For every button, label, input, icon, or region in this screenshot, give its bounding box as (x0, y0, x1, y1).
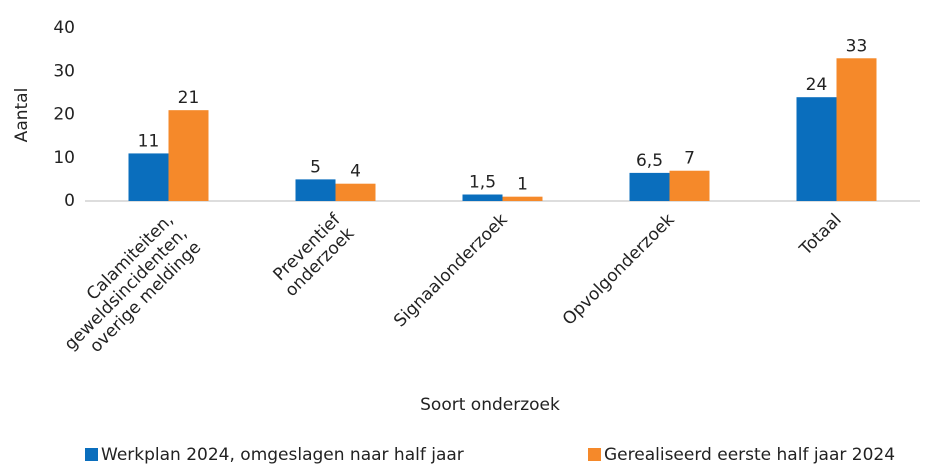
bar (669, 170, 710, 201)
y-tick-label: 30 (53, 61, 75, 81)
bar (335, 183, 376, 201)
value-label: 7 (684, 149, 695, 169)
value-label: 24 (806, 75, 828, 95)
x-tick-label: Totaal (795, 210, 845, 260)
value-label: 6,5 (636, 151, 663, 171)
x-tick-label: Signaalonderzoek (390, 210, 512, 332)
value-label: 1,5 (469, 173, 496, 193)
y-axis-title: Aantal (12, 88, 32, 143)
legend-swatch (85, 448, 98, 461)
x-axis-title: Soort onderzoek (420, 395, 560, 415)
legend-label: Gerealiseerd eerste half jaar 2024 (604, 445, 895, 465)
bar (836, 58, 877, 202)
value-label: 21 (178, 88, 200, 108)
value-label: 4 (350, 162, 361, 182)
bar (629, 172, 670, 201)
y-tick-label: 20 (53, 105, 75, 125)
bar (502, 196, 543, 201)
bar (168, 110, 209, 201)
x-tick-label: Opvolgonderzoek (559, 210, 679, 330)
bar (295, 179, 336, 201)
bar (796, 97, 837, 201)
value-label: 1 (517, 175, 528, 195)
y-tick-label: 0 (64, 191, 75, 211)
x-tick-label: Preventiefonderzoek (267, 209, 359, 301)
value-label: 11 (138, 131, 160, 151)
bar (128, 153, 169, 201)
x-tick-label: Calamiteiten,geweldsincidenten,overige m… (47, 210, 205, 368)
y-tick-label: 10 (53, 148, 75, 168)
value-label: 33 (846, 36, 868, 56)
legend-swatch (588, 448, 601, 461)
value-label: 5 (310, 157, 321, 177)
legend-label: Werkplan 2024, omgeslagen naar half jaar (101, 445, 464, 465)
bar (462, 194, 503, 201)
y-tick-label: 40 (53, 18, 75, 38)
